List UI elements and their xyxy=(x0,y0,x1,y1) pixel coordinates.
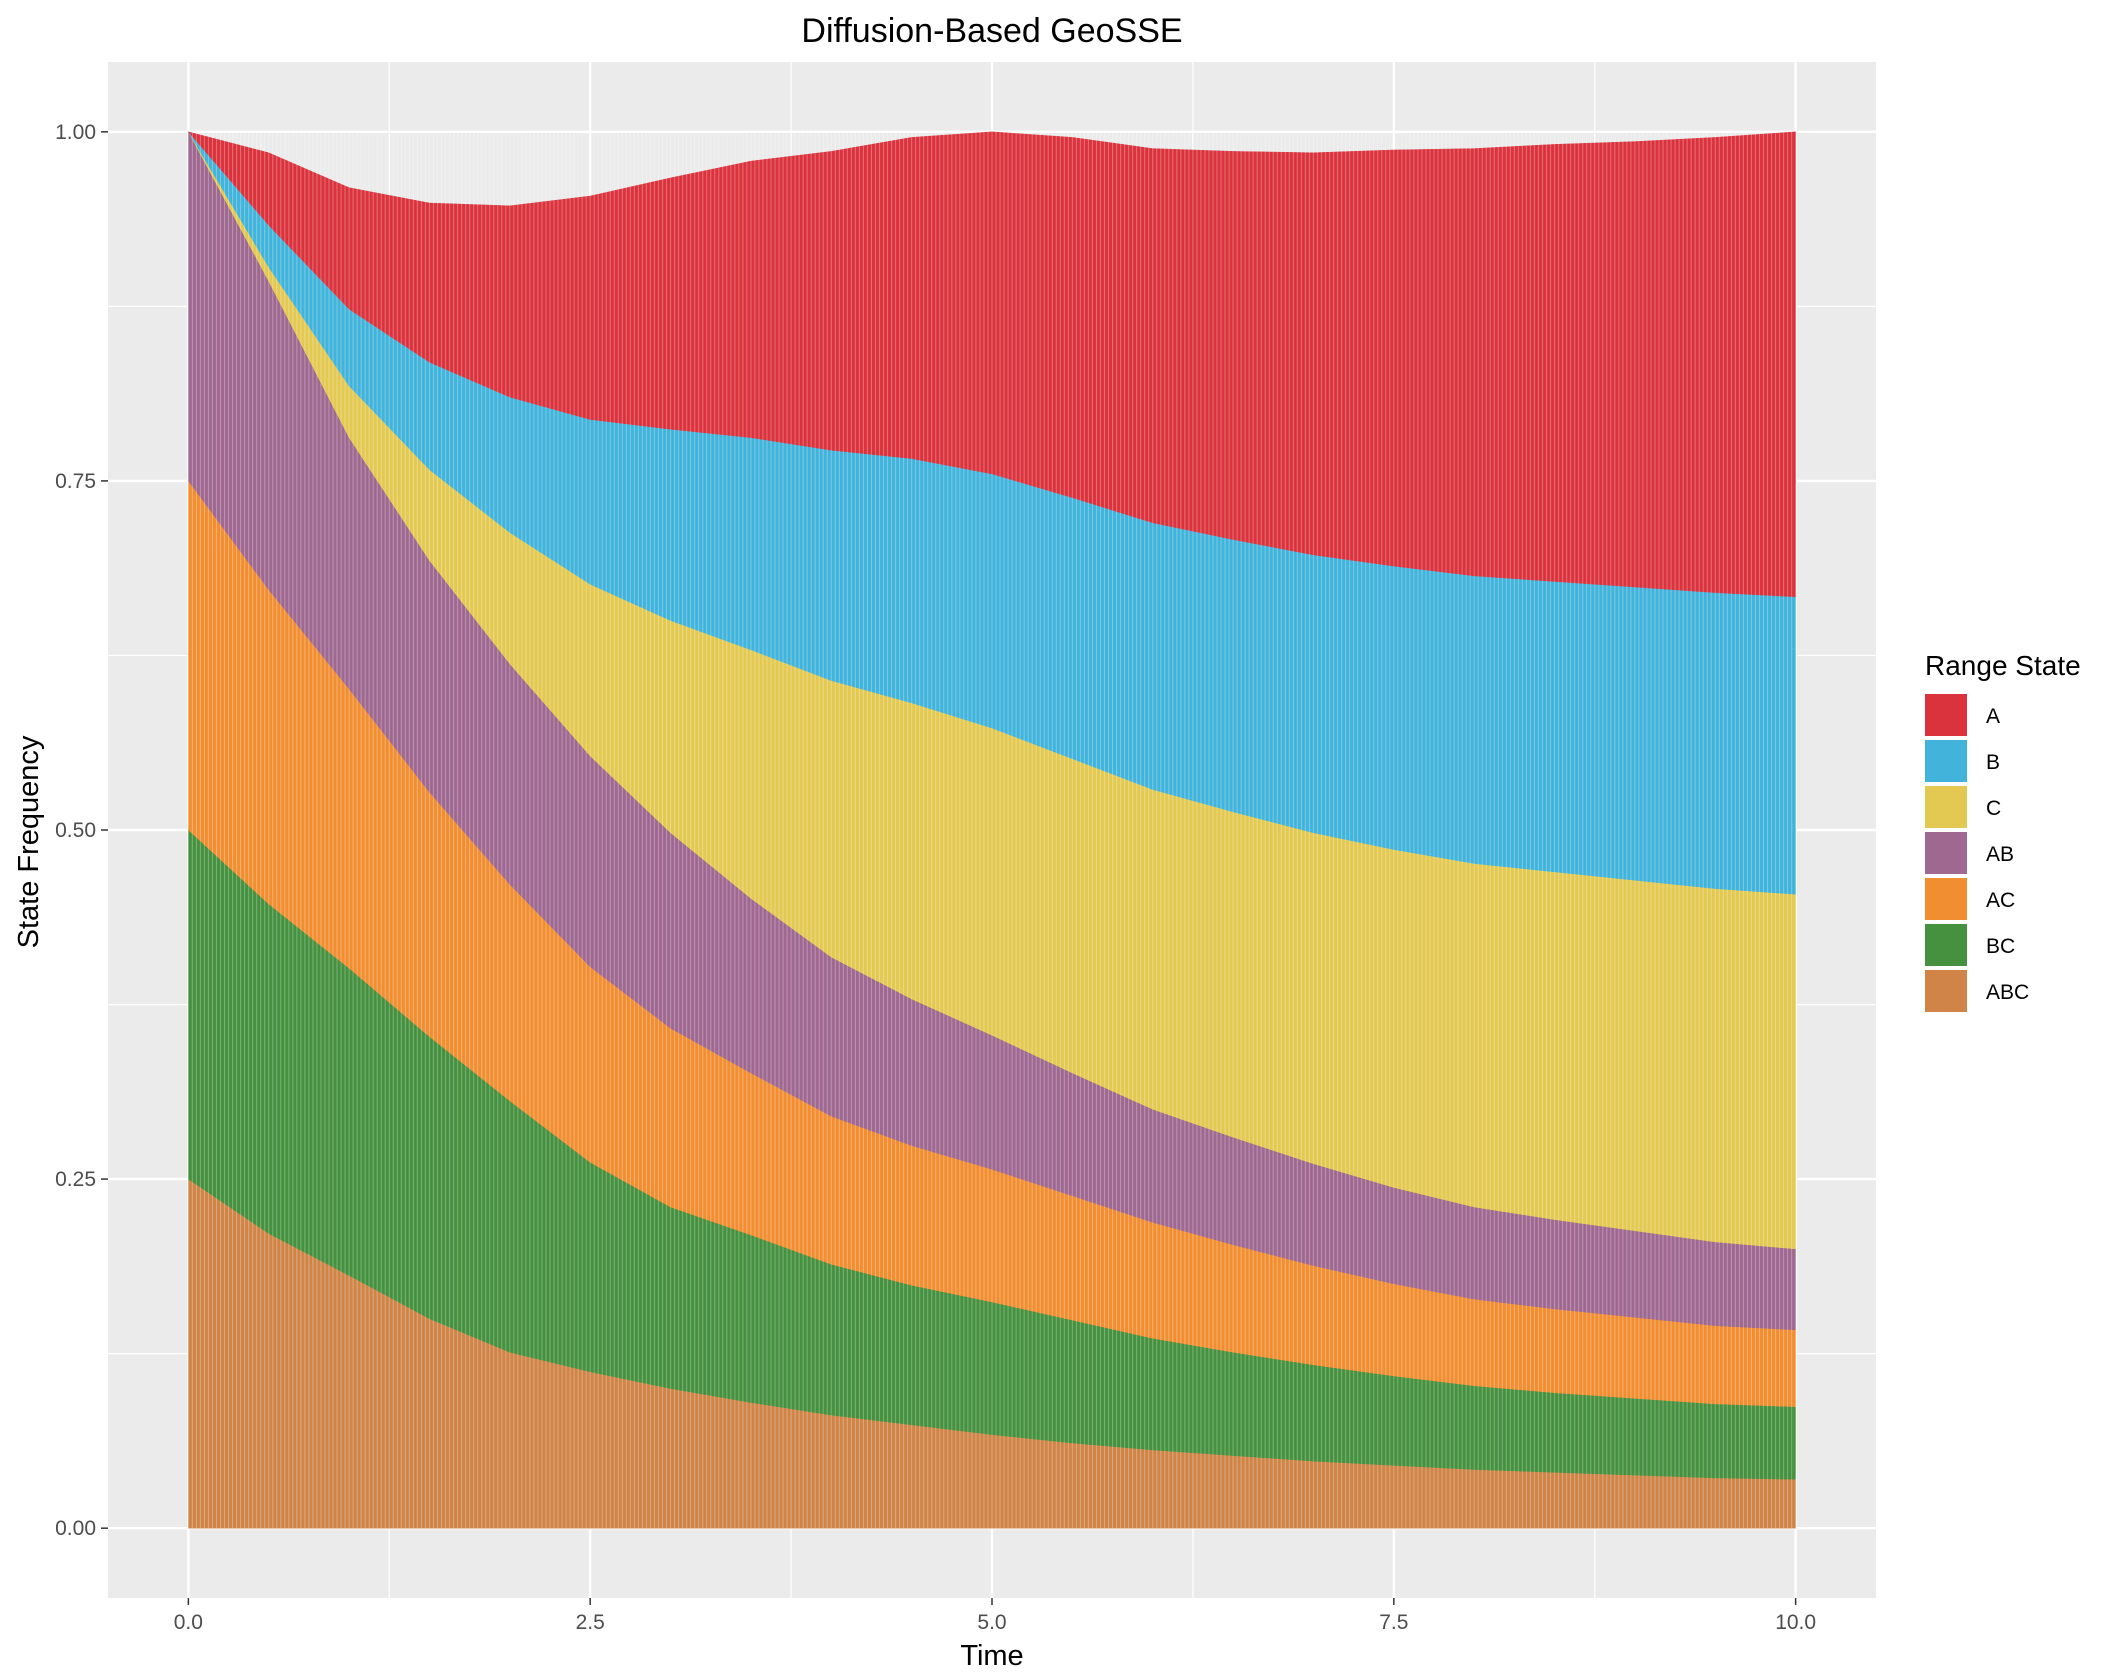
x-axis-title: Time xyxy=(960,1640,1023,1672)
legend-label-ac: AC xyxy=(1986,889,2015,912)
legend-swatch-bc xyxy=(1923,922,1969,968)
legend-label-b: B xyxy=(1986,751,2000,774)
y-tick-label: 0.75 xyxy=(55,470,96,493)
legend-swatch-ab xyxy=(1923,830,1969,876)
y-tick-label: 0.25 xyxy=(55,1168,96,1191)
y-axis: 0.00 0.25 0.50 0.75 1.00 xyxy=(55,121,108,1540)
legend-label-ab: AB xyxy=(1986,843,2014,866)
x-axis: 0.0 2.5 5.0 7.5 10.0 xyxy=(174,1598,1816,1634)
legend-label-c: C xyxy=(1986,797,2001,820)
y-tick-label: 0.50 xyxy=(55,819,96,842)
bar-stripes xyxy=(187,131,1797,1529)
x-tick-label: 5.0 xyxy=(977,1611,1006,1634)
legend-label-abc: ABC xyxy=(1986,981,2029,1004)
x-tick-label: 7.5 xyxy=(1379,1611,1408,1634)
chart-title: Diffusion-Based GeoSSE xyxy=(801,12,1182,50)
x-tick-label: 10.0 xyxy=(1775,1611,1816,1634)
legend-swatch-c xyxy=(1923,784,1969,830)
y-axis-title: State Frequency xyxy=(13,735,45,948)
legend-swatch-a xyxy=(1923,692,1969,738)
legend-swatch-ac xyxy=(1923,876,1969,922)
x-tick-label: 2.5 xyxy=(576,1611,605,1634)
y-tick-label: 1.00 xyxy=(55,121,96,144)
legend-label-bc: BC xyxy=(1986,935,2015,958)
legend-label-a: A xyxy=(1986,705,2000,728)
x-tick-label: 0.0 xyxy=(174,1611,203,1634)
y-tick-label: 0.00 xyxy=(55,1517,96,1540)
legend-swatch-abc xyxy=(1923,968,1969,1014)
legend-swatch-b xyxy=(1923,738,1969,784)
area-a xyxy=(187,131,1796,598)
legend-title: Range State xyxy=(1925,650,2081,681)
stacked-areas xyxy=(187,131,1796,1529)
plot-panel xyxy=(108,62,1876,1598)
